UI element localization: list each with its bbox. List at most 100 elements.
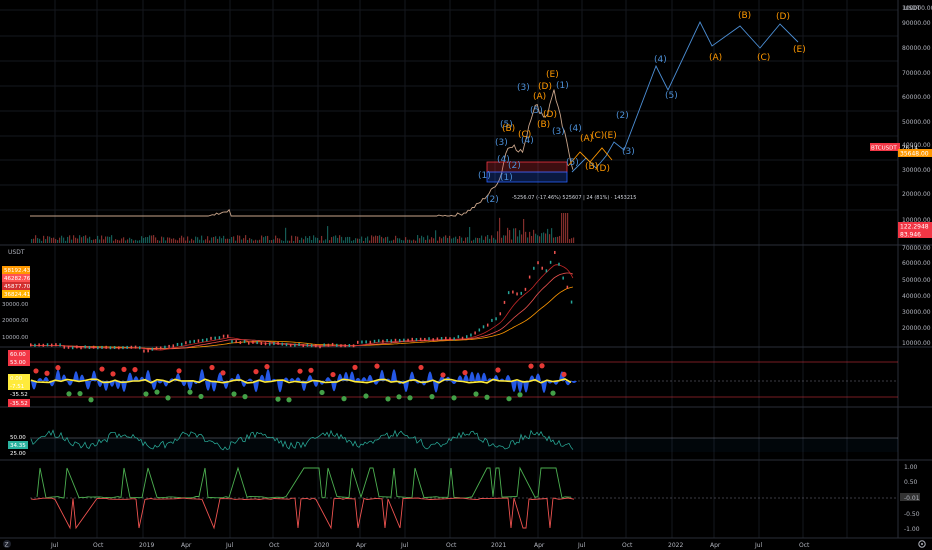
- currency-label: USDT: [904, 5, 921, 12]
- time-label: 2019: [139, 542, 154, 549]
- wave-label-blue: (4): [497, 155, 510, 165]
- wave-label-orange: (D): [596, 164, 610, 174]
- time-label: Oct: [269, 542, 280, 549]
- price-tick: 60000.00: [902, 94, 931, 101]
- correlation-negative: [30, 497, 575, 530]
- wave-label-blue: (1): [556, 81, 569, 91]
- price-tick: 100000.00: [902, 5, 932, 12]
- pane5-tick: -0.50: [904, 511, 920, 518]
- pane2-tick: 10000.00: [902, 340, 931, 347]
- pane5-tick: -1.00: [904, 526, 920, 533]
- rsi-line: [30, 429, 574, 451]
- wave-label-blue: (4): [521, 136, 534, 146]
- pane2-tick: 60000.00: [902, 260, 931, 267]
- pane2-tag: [2, 266, 30, 274]
- wave-label-blue: (1): [500, 173, 513, 183]
- grid: [0, 0, 898, 538]
- correlation-pane[interactable]: [30, 466, 898, 530]
- measure-box-bottom[interactable]: [486, 171, 568, 183]
- svg-text:0.00: 0.00: [10, 376, 23, 382]
- pane4-ticks: 50.00 34.35 25.00: [8, 435, 28, 457]
- time-label: Apr: [356, 542, 367, 549]
- ma-pane[interactable]: [29, 250, 574, 353]
- svg-text:-35.52: -35.52: [10, 392, 28, 398]
- wave-label-orange: (C): [518, 130, 531, 140]
- price-axis[interactable]: USDT 100000.00 90000.00 80000.00 70000.00 60…: [2, 5, 932, 533]
- price-tick: 20000.00: [902, 191, 931, 198]
- price-tick: 80000.00: [902, 45, 931, 52]
- pane2-tick: 50000.00: [902, 277, 931, 284]
- time-axis[interactable]: Jul Oct 2019 Apr Jul Oct 2020 Apr Jul Oct 2021 Apr J…: [50, 542, 810, 549]
- time-label: Oct: [799, 542, 810, 549]
- time-label: Oct: [93, 542, 104, 549]
- svg-text:58192.43: 58192.43: [4, 268, 31, 274]
- rsi-pane[interactable]: [30, 429, 898, 452]
- pane3-tag: [8, 358, 30, 366]
- pane3-tag: [8, 399, 30, 407]
- rsi-band: [30, 438, 898, 452]
- wave-label-blue: (4): [654, 55, 667, 65]
- ma-fast-line: [29, 264, 574, 351]
- wave-label-blue: (2): [508, 161, 521, 171]
- time-label: Apr: [181, 542, 192, 549]
- pane2-tag: [2, 274, 30, 282]
- pane5-ticks: 1.00 0.50 -0.01 -0.50 -1.00: [900, 464, 920, 533]
- volume-tag-1: 122.2948: [898, 222, 932, 231]
- main-pane[interactable]: -5256.07 (-17.46%) 525607 | 24 (81%) · 1…: [30, 11, 806, 243]
- time-label: 2020: [314, 542, 329, 549]
- price-tick: 30000.00: [902, 167, 931, 174]
- wave-label-orange: (A): [533, 92, 546, 102]
- price-tick: 50000.00: [902, 119, 931, 126]
- svg-text:-35.52: -35.52: [10, 401, 28, 407]
- price-tick: 70000.00: [902, 70, 931, 77]
- candles: [30, 250, 573, 353]
- time-label: Jul: [225, 542, 234, 549]
- pane2-tick: 30000.00: [902, 309, 931, 316]
- signal-line: [30, 378, 572, 384]
- pane2-tag: [2, 282, 30, 290]
- pane4-tick: 25.00: [10, 451, 26, 457]
- wave-label-orange: (C): [591, 131, 604, 141]
- gear-icon[interactable]: [918, 540, 926, 548]
- wave-label-orange: (E): [546, 70, 559, 80]
- svg-text:60.00: 60.00: [10, 352, 26, 358]
- wave-label-blue: (3): [517, 83, 530, 93]
- measure-label: -5256.07 (-17.46%) 525607 | 24 (81%) · 1…: [512, 195, 636, 201]
- z-button[interactable]: Z: [3, 540, 11, 549]
- svg-text:122.2948: 122.2948: [900, 224, 929, 231]
- wave-label-blue: (2): [616, 111, 629, 121]
- projection-path: [571, 20, 799, 173]
- main-price-ticks: 100000.00 90000.00 80000.00 70000.00 60000.0…: [902, 5, 932, 224]
- time-label: Jul: [50, 542, 59, 549]
- pane5-tick: -0.01: [904, 495, 920, 502]
- svg-text:-7.51: -7.51: [10, 384, 24, 390]
- wave-label-blue: (4): [569, 124, 582, 134]
- svg-text:Z: Z: [5, 542, 9, 549]
- oscillator-pane[interactable]: [30, 361, 898, 403]
- price-line: [30, 89, 574, 217]
- ma-mid-line: [29, 272, 574, 350]
- wave-label-orange: (D): [543, 110, 557, 120]
- symbol-tag[interactable]: BTCUSDT · 26:14: [870, 143, 918, 152]
- cross-dots: [33, 363, 567, 403]
- time-label: Apr: [534, 542, 545, 549]
- wave-label-blue: (5): [566, 158, 579, 168]
- wave-label-blue: (5): [500, 120, 513, 130]
- price-tick: 10000.00: [902, 217, 931, 224]
- symbol-tag-text: BTCUSDT · 26:14: [871, 146, 918, 152]
- ma-slow-line: [29, 286, 573, 349]
- correlation-line: [36, 466, 572, 499]
- time-label: Apr: [710, 542, 721, 549]
- wave-label-orange: (D): [538, 82, 552, 92]
- pane2-price-ticks: 70000.00 60000.00 50000.00 40000.00 30000.00…: [902, 245, 931, 347]
- time-label: Oct: [446, 542, 457, 549]
- pane3-tags: 60.00 53.00 0.00 -7.51 -35.52 -35.52: [8, 350, 30, 407]
- wave-label-orange: (A): [709, 53, 722, 63]
- pane3-tag: [8, 382, 30, 390]
- wave-label-orange: (B): [738, 11, 751, 21]
- wave-label-orange: (C): [757, 53, 770, 63]
- wave-label-blue: (2): [486, 195, 499, 205]
- pane2-left-tick: 20000.00: [2, 318, 29, 324]
